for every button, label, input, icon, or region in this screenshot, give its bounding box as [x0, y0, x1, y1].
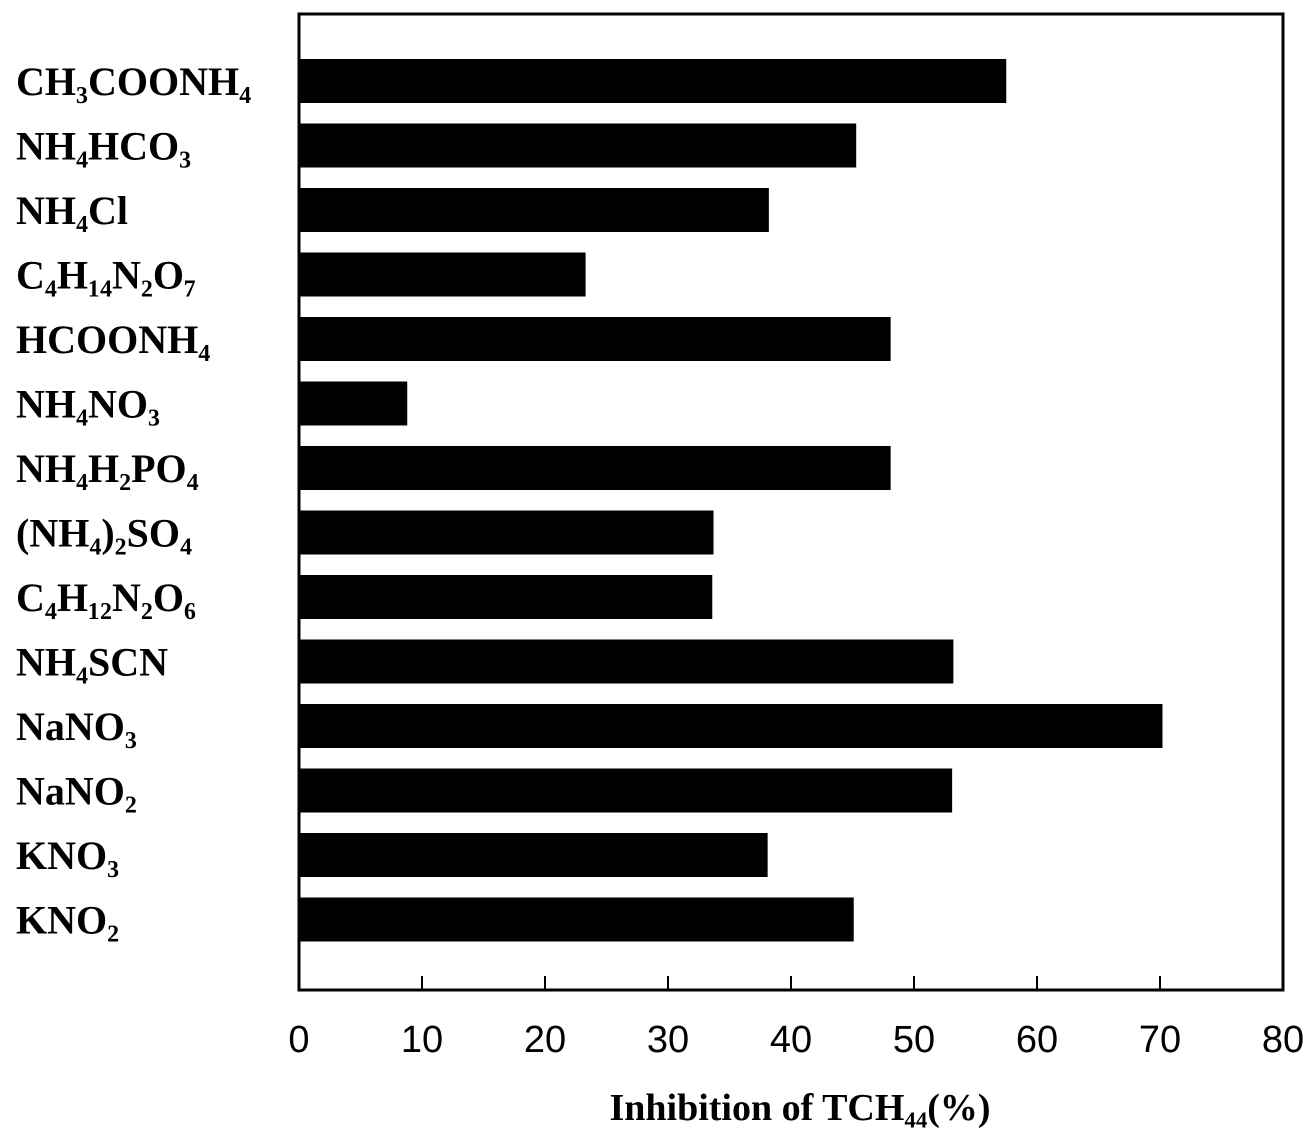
category-label: HCOONH₄	[16, 317, 210, 362]
x-tick-labels-group: 0 10 20 30 40 50 60 70 80	[288, 1019, 1304, 1061]
bar-1	[299, 123, 857, 168]
x-tick-label: 0	[288, 1019, 309, 1061]
bar-6	[299, 446, 891, 490]
category-label: NH₄Cl	[16, 188, 128, 233]
bar-3	[299, 252, 586, 297]
bar-5	[299, 381, 408, 426]
x-tick-label: 80	[1262, 1019, 1304, 1061]
x-tick-label: 50	[893, 1019, 935, 1061]
category-label: KNO₃	[16, 833, 119, 878]
x-tick-label: 30	[647, 1019, 689, 1061]
category-label: C₄H₁₄N₂O₇	[16, 253, 196, 298]
x-tick-label: 60	[1016, 1019, 1058, 1061]
category-label: CH₃COONH₄	[16, 59, 251, 104]
bar-0	[299, 59, 1007, 103]
x-tick-label: 10	[401, 1019, 443, 1061]
category-labels-group: CH₃COONH₄ NH₄HCO₃ NH₄Cl C₄H₁₄N₂O₇ HCOONH₄ NH₄…	[16, 59, 251, 943]
x-axis-title: Inhibition of TCH₄₄(%)	[609, 1087, 990, 1129]
bar-12	[299, 833, 768, 877]
bar-8	[299, 575, 713, 619]
x-tick-label: 70	[1139, 1019, 1181, 1061]
category-label: NH₄SCN	[16, 640, 168, 685]
x-tick-label: 20	[524, 1019, 566, 1061]
x-tick-label: 40	[770, 1019, 812, 1061]
bar-11	[299, 768, 953, 813]
category-label: NH₄NO₃	[16, 382, 160, 427]
bar-4	[299, 317, 891, 361]
category-label: KNO₂	[16, 898, 119, 943]
category-label: (NH₄)₂SO₄	[16, 511, 192, 556]
category-label: NaNO₃	[16, 704, 137, 749]
bars-group	[299, 59, 1163, 942]
bar-2	[299, 188, 769, 232]
category-label: NH₄HCO₃	[16, 124, 191, 169]
bar-13	[299, 897, 854, 942]
bar-9	[299, 639, 954, 684]
bar-10	[299, 704, 1163, 748]
x-ticks-group	[298, 976, 1284, 990]
category-label: NaNO₂	[16, 769, 137, 814]
category-label: NH₄H₂PO₄	[16, 446, 199, 491]
category-label: C₄H₁₂N₂O₆	[16, 575, 196, 620]
bar-7	[299, 510, 714, 555]
